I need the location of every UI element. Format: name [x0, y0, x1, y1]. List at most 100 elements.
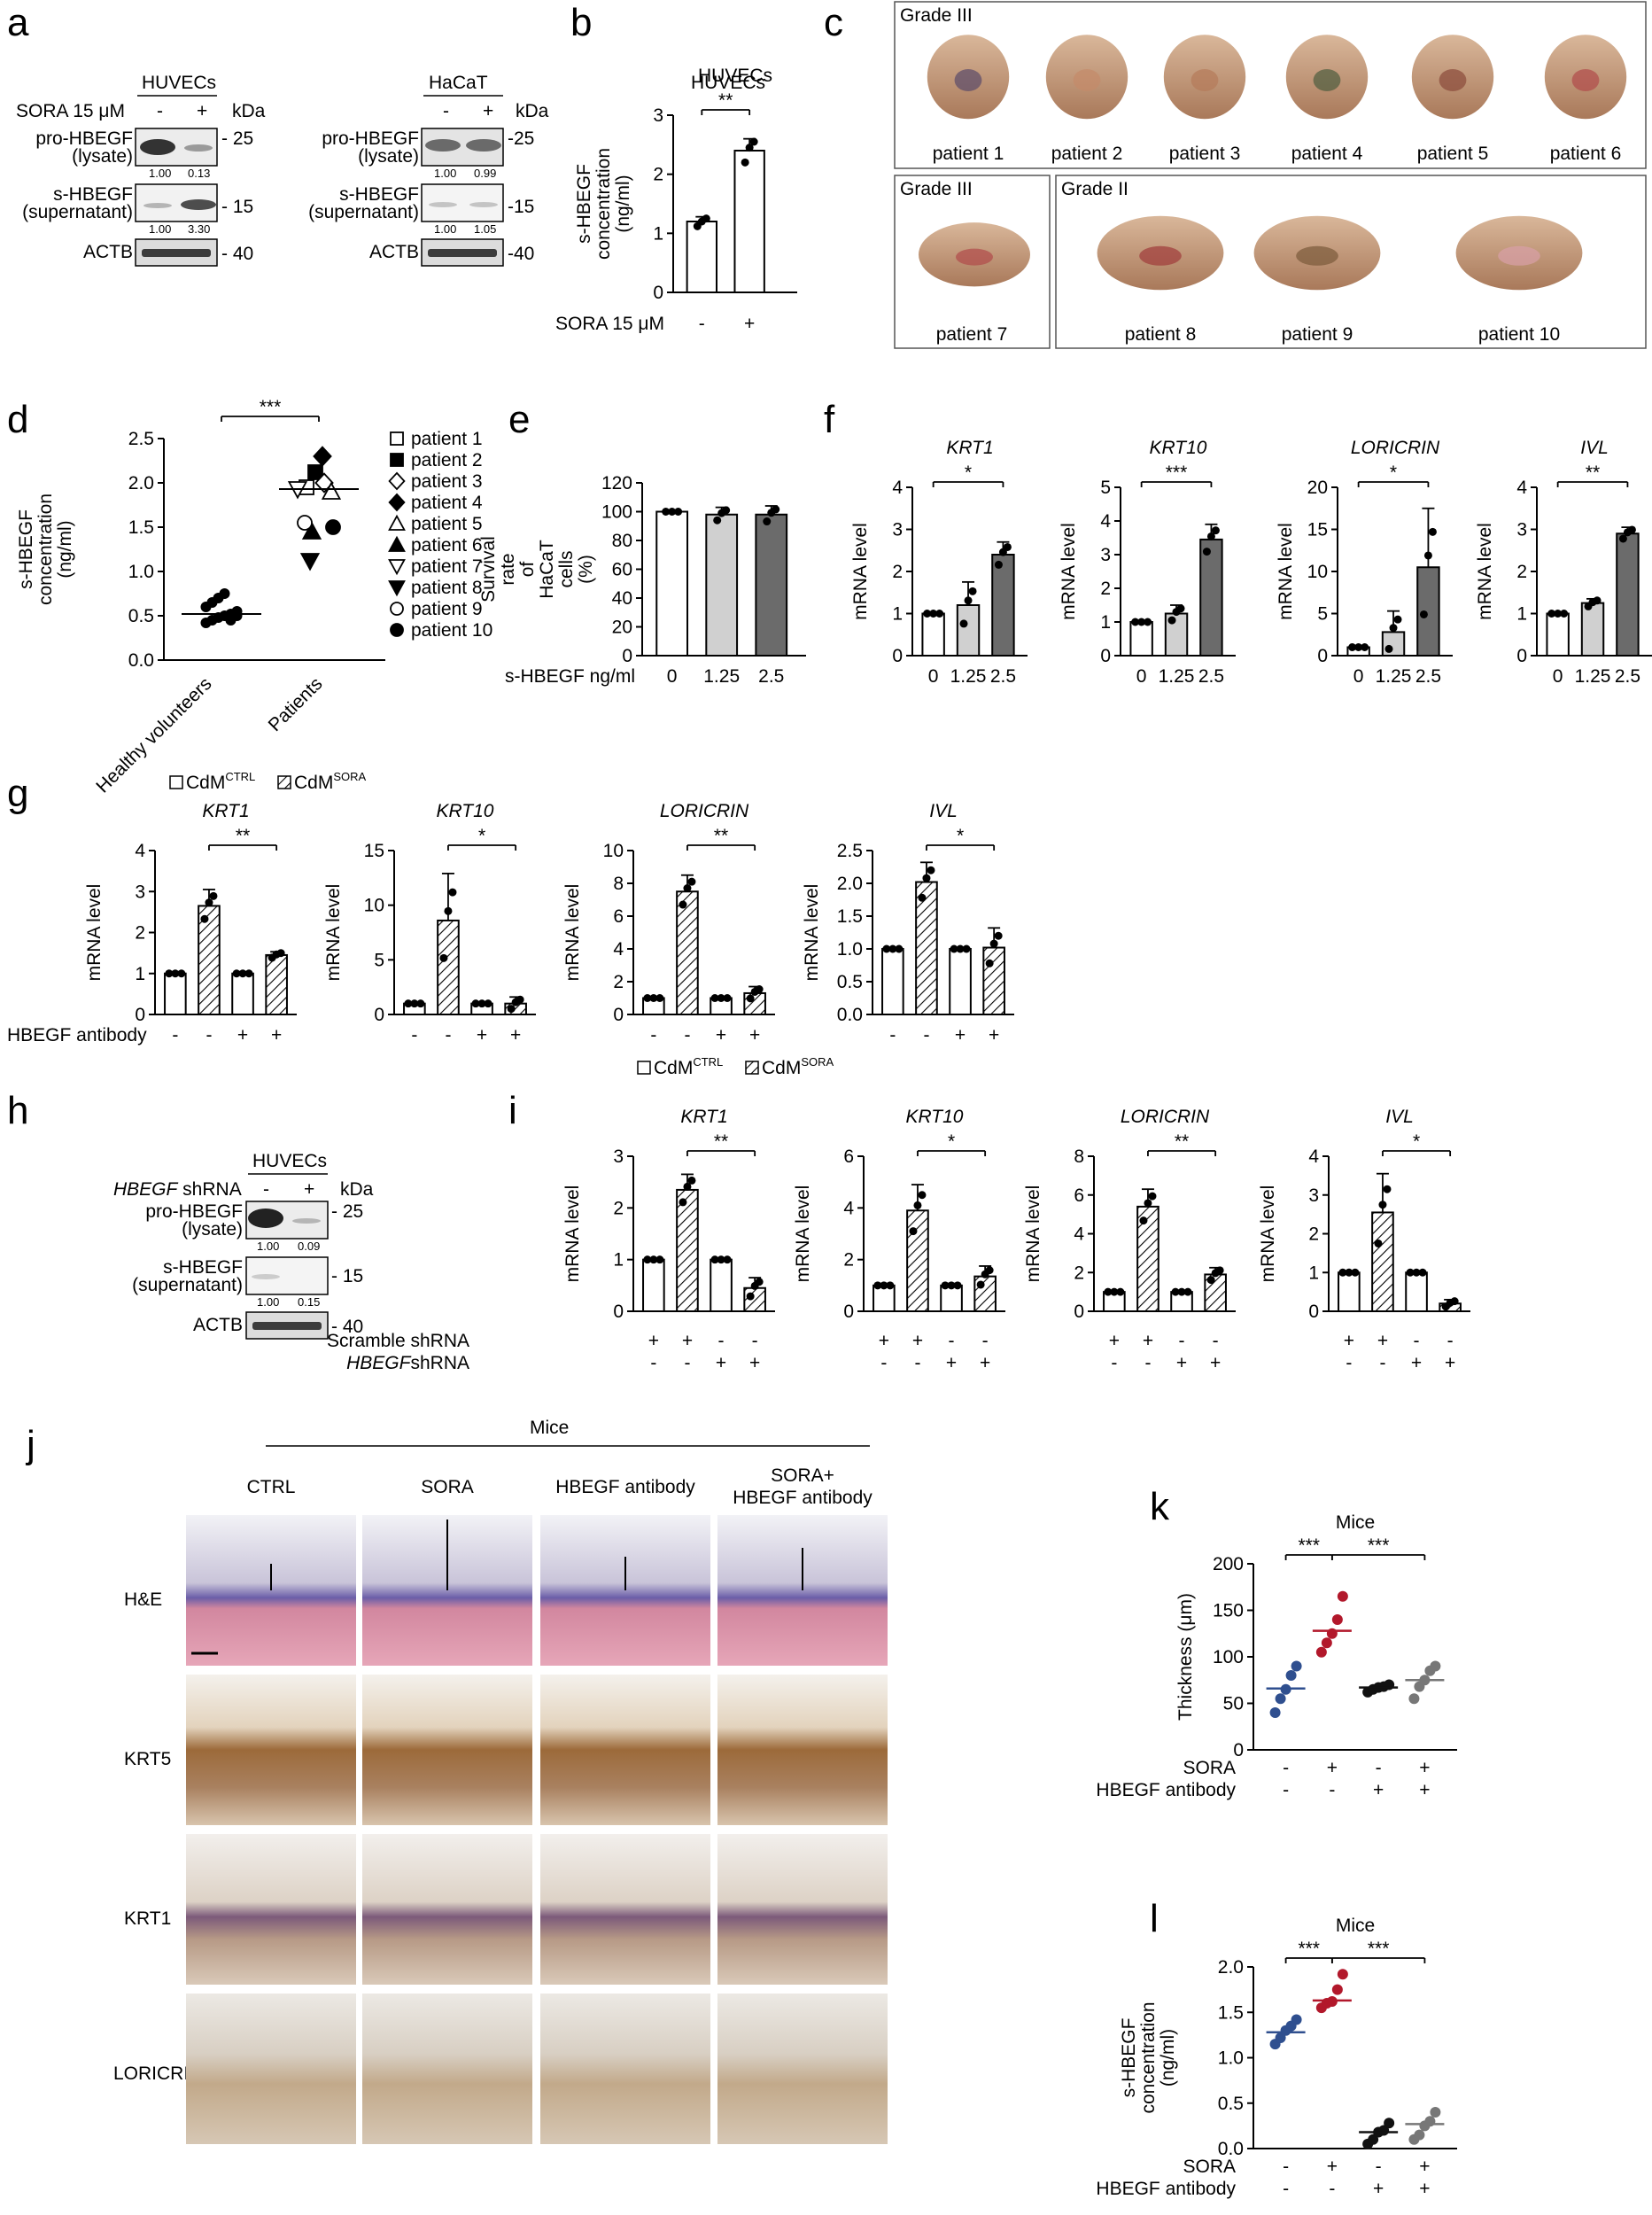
- data-point: [276, 949, 285, 958]
- y-tick-label: 0: [1074, 1302, 1084, 1322]
- patient-photos: Grade III patient 1 patient 2 patient 3 pat…: [894, 1, 1647, 349]
- blot-band: [184, 144, 213, 152]
- y-tick-label: 10: [364, 896, 384, 916]
- patient-photo: [1045, 35, 1128, 120]
- x-tick-label: 0: [1353, 666, 1364, 687]
- data-point: [668, 508, 677, 516]
- data-point: [1560, 610, 1569, 618]
- y-tick-label: 200: [1213, 1554, 1244, 1574]
- chart-f-krt10: 0 1 2 3 4 5 0 1.25 2.5 KRT10 *** mRNA level: [1059, 438, 1236, 687]
- treatment-sign: +: [1419, 1758, 1430, 1778]
- data-point: [321, 481, 342, 500]
- chart-g-lor: 0 2 4 6 8 10 LORICRIN ** mRNA level - - + +: [562, 801, 775, 1045]
- y-tick-label: 1.0: [1218, 2048, 1244, 2069]
- chart-title: HUVECs: [691, 73, 765, 93]
- data-point: [1171, 1287, 1180, 1296]
- data-point: [1384, 644, 1393, 653]
- band-quant: 0.15: [298, 1295, 320, 1309]
- mw-marker: - 15: [331, 1266, 363, 1286]
- row-header: H&E: [124, 1589, 162, 1610]
- data-point: [1393, 615, 1402, 624]
- y-tick-label: 0.0: [1218, 2139, 1244, 2159]
- y-axis-label: cells: [556, 550, 577, 587]
- y-tick-label: 2.5: [128, 429, 154, 449]
- col-header: SORA+: [771, 1465, 834, 1486]
- blot-band: [181, 199, 216, 210]
- y-axis-label: concentration: [1138, 2001, 1159, 2113]
- data-point: [655, 1255, 664, 1264]
- data-point: [439, 953, 448, 962]
- data-point: [962, 944, 971, 953]
- grade-label: Grade III: [900, 179, 973, 199]
- data-point: [1450, 1297, 1459, 1306]
- data-point: [763, 517, 772, 526]
- x-tick-label: 2.5: [1198, 666, 1224, 687]
- lesion: [1313, 69, 1341, 91]
- bar: [231, 972, 254, 1015]
- y-tick-label: 2: [1516, 562, 1527, 582]
- data-point: [717, 1255, 725, 1264]
- y-tick-label: 10: [1307, 562, 1328, 582]
- treatment-sign: +: [1373, 2179, 1384, 2199]
- y-tick-label: 150: [1213, 1601, 1244, 1621]
- hbegf-shrna-label: HBEGFshRNA: [346, 1353, 469, 1373]
- chart-f-krt1: 0 1 2 3 4 0 1.25 2.5 KRT1 * mRNA level: [850, 438, 1028, 687]
- y-tick-label: 4: [613, 939, 624, 960]
- y-axis-label: mRNA level: [1258, 1185, 1278, 1283]
- treatment-sign: +: [912, 1331, 923, 1351]
- data-point: [390, 623, 404, 637]
- patient-photo: [1455, 215, 1583, 291]
- histology-tile: [540, 1834, 710, 1985]
- significance-label: *: [478, 826, 485, 846]
- lesion: [1296, 245, 1338, 266]
- treatment-sign: -: [1376, 1758, 1382, 1778]
- data-point: [922, 874, 931, 882]
- legend-entry: patient 8: [411, 578, 483, 598]
- data-point: [895, 944, 904, 953]
- data-point: [674, 508, 683, 516]
- histology-grid: Mice CTRL SORA HBEGF antibody SORA+ HBEG…: [113, 1418, 888, 2144]
- data-point: [388, 493, 406, 512]
- data-point: [1354, 643, 1363, 651]
- panel-h-label: h: [7, 1089, 28, 1132]
- treatment-sign: +: [1327, 2157, 1338, 2177]
- significance-label: *: [1413, 1131, 1420, 1152]
- x-tick-label: 1.25: [1159, 666, 1195, 687]
- blot-row-name: pro-HBEGF: [35, 128, 133, 149]
- y-tick-label: 50: [1223, 1694, 1244, 1714]
- bar: [705, 513, 739, 657]
- treatment-sign: +: [749, 1025, 760, 1045]
- y-tick-label: 60: [612, 560, 632, 580]
- patient-caption: patient 6: [1550, 144, 1622, 164]
- panel-f-label: f: [824, 398, 835, 441]
- histology-tile: [540, 1675, 710, 1825]
- panel-a-label: a: [7, 1, 29, 44]
- bar: [881, 948, 904, 1015]
- y-tick-label: 1.5: [837, 906, 863, 927]
- bar: [1199, 538, 1223, 657]
- grade-iii-box: [894, 1, 1647, 169]
- bar: [915, 881, 938, 1016]
- treatment-sign: -: [1283, 1758, 1289, 1778]
- patient-caption: patient 9: [1282, 324, 1353, 345]
- legend-g-top: CdMCTRL CdMSORA: [169, 770, 367, 793]
- grade-label: Grade III: [900, 5, 973, 26]
- y-tick-label: 2: [1074, 1263, 1084, 1283]
- data-point: [1110, 1287, 1119, 1296]
- data-point: [1337, 1590, 1348, 1602]
- band-quant: 1.00: [257, 1295, 279, 1309]
- bar: [755, 513, 788, 657]
- treatment-sign: -: [914, 1353, 920, 1373]
- band-quant: 1.00: [257, 1240, 279, 1253]
- patient-caption: patient 1: [933, 144, 1004, 164]
- y-axis-label: mRNA level: [84, 884, 105, 982]
- treatment-sign: -: [684, 1025, 690, 1045]
- y-tick-label: 3: [135, 882, 145, 902]
- data-point: [1430, 2107, 1441, 2118]
- bar: [906, 1209, 929, 1312]
- blot-row-sub: (lysate): [72, 146, 133, 167]
- data-point: [749, 137, 758, 146]
- data-point: [416, 999, 425, 1008]
- y-axis-label: Thickness (μm): [1175, 1593, 1196, 1721]
